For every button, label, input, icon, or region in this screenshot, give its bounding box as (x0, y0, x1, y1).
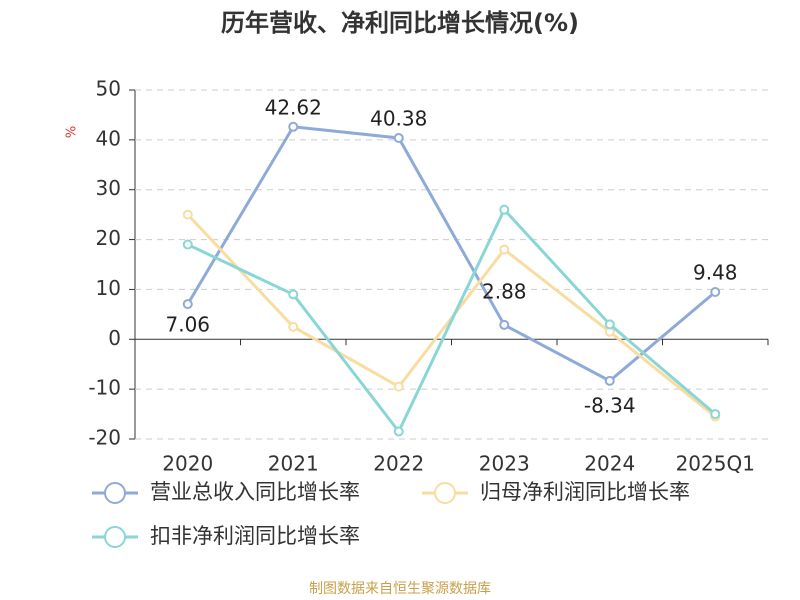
series-line (187, 207, 717, 435)
data-point (499, 244, 510, 255)
data-point (604, 319, 615, 330)
legend-label: 归母净利润同比增长率 (480, 480, 690, 504)
legend-label: 扣非净利润同比增长率 (150, 524, 360, 548)
data-label: 40.38 (370, 106, 427, 130)
data-point (393, 426, 404, 437)
legend-marker (434, 482, 456, 504)
data-label: 2.88 (482, 279, 527, 303)
x-tick-label: 2023 (479, 452, 530, 476)
x-tick-label: 2020 (162, 452, 213, 476)
data-point (499, 204, 510, 215)
legend-marker (104, 526, 126, 548)
y-tick-label: 30 (96, 176, 121, 200)
data-point (182, 299, 193, 310)
data-point (499, 319, 510, 330)
data-point (182, 209, 193, 220)
source-note: 制图数据来自恒生聚源数据库 (309, 581, 491, 597)
data-point (288, 289, 299, 300)
y-tick-label: 10 (96, 276, 121, 300)
data-point (393, 381, 404, 392)
data-point (710, 409, 721, 420)
series-line (186, 125, 717, 383)
data-point (288, 321, 299, 332)
data-label: -8.34 (584, 393, 636, 417)
y-tick-label: 40 (96, 126, 121, 150)
data-point (604, 375, 615, 386)
legend-marker (104, 482, 126, 504)
data-label: 9.48 (693, 261, 738, 285)
y-tick-label: 50 (96, 77, 121, 101)
y-tick-label: 20 (96, 226, 121, 250)
data-label: 7.06 (165, 313, 210, 337)
y-tick-label: -10 (88, 376, 121, 400)
x-tick-label: 2025Q1 (676, 452, 755, 476)
data-label: 42.62 (265, 95, 322, 119)
y-axis-label: % (65, 126, 80, 138)
y-tick-label: 0 (108, 326, 121, 350)
chart-title: 历年营收、净利同比增长情况(%) (221, 9, 579, 37)
data-point (710, 287, 721, 298)
y-tick-label: -20 (88, 426, 121, 450)
data-point (182, 239, 193, 250)
data-point (393, 132, 404, 143)
series-line (186, 213, 717, 418)
x-tick-label: 2021 (268, 452, 319, 476)
legend-label: 营业总收入同比增长率 (150, 480, 360, 504)
data-point (288, 121, 299, 132)
x-tick-label: 2022 (373, 452, 424, 476)
x-tick-label: 2024 (584, 452, 635, 476)
